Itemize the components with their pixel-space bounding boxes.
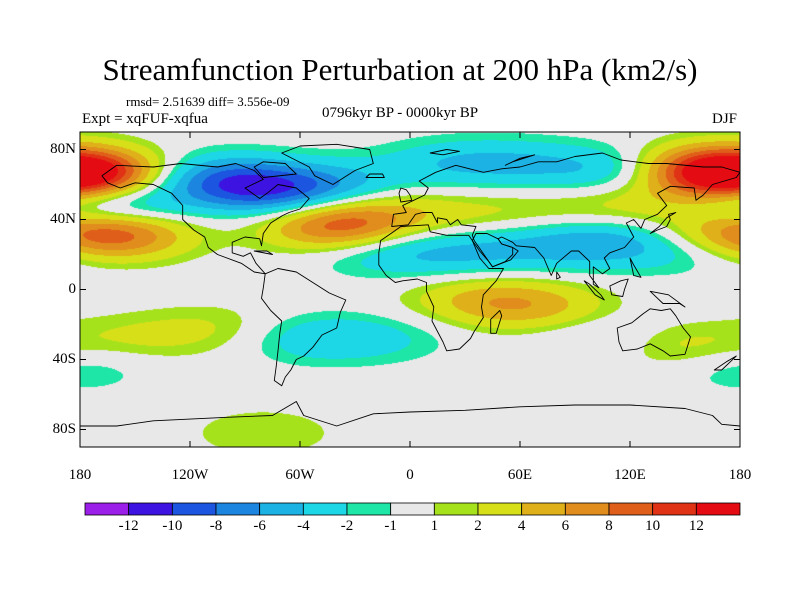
coastline-australia <box>616 308 691 357</box>
colorbar-label: 6 <box>561 518 570 534</box>
colorbar-label: -12 <box>118 518 139 534</box>
colorbar-swatch <box>259 502 304 516</box>
colorbar-swatch <box>215 502 261 516</box>
lat-tick-label: 80N <box>50 140 76 157</box>
coastline-japan <box>649 212 677 234</box>
lat-tick-label: 40N <box>50 210 76 227</box>
colorbar-swatch <box>695 502 741 516</box>
coastline-svalbard <box>429 149 460 156</box>
coastline-greenland <box>281 143 374 185</box>
coastline-iceland <box>365 173 385 178</box>
coastline-great-britain <box>398 187 413 203</box>
colorbar-swatch <box>608 502 654 516</box>
experiment-label: Expt = xqFUF-xqfua <box>82 111 208 127</box>
colorbar-swatch <box>652 502 697 516</box>
coastline-madagascar <box>490 310 503 334</box>
colorbar-label: -6 <box>253 518 266 534</box>
colorbar-swatch <box>433 502 479 516</box>
contour-raster <box>80 132 740 447</box>
plot-title: Streamfunction Perturbation at 200 hPa (… <box>102 52 698 87</box>
stats-text: rmsd= 2.51639 diff= 3.556e-09 <box>126 94 290 109</box>
contour-field <box>80 132 740 447</box>
colorbar-label: 4 <box>517 518 526 534</box>
colorbar-label: 1 <box>430 518 439 534</box>
colorbar-label: -8 <box>209 518 223 534</box>
colorbar-swatch <box>390 502 435 516</box>
colorbar-label: 8 <box>605 518 613 534</box>
coastline-borneo <box>609 278 629 297</box>
coastline-new-guinea <box>649 290 686 308</box>
coastline-philippines <box>629 257 642 278</box>
lat-tick-label: 80S <box>52 420 76 437</box>
lat-tick-label: 40S <box>52 350 76 367</box>
colorbar-label: 2 <box>474 518 482 534</box>
lat-tick-label: 0 <box>68 280 77 297</box>
colorbar-swatch <box>521 502 566 516</box>
colorbar-label: -4 <box>297 518 310 534</box>
lon-tick-label: 60E <box>507 467 533 483</box>
coastline-arabian-peninsula <box>471 233 514 268</box>
lon-tick-label: 0 <box>406 467 414 483</box>
colorbar-swatch <box>84 502 130 516</box>
colorbar-label: -1 <box>384 518 397 534</box>
lon-tick-label: 180 <box>728 467 752 483</box>
lon-tick-label: 60W <box>285 467 315 483</box>
coastline-new-zealand <box>713 355 737 371</box>
lon-tick-label: 120W <box>171 467 209 483</box>
colorbar-swatch <box>171 502 217 516</box>
coastline-baffin-island <box>253 161 297 178</box>
colorbar-label: 12 <box>688 518 704 534</box>
coastlines <box>79 143 741 448</box>
colorbar-label: -10 <box>162 518 183 534</box>
axis-ticks <box>79 132 741 447</box>
period-label: 0796kyr BP - 0000kyr BP <box>322 105 479 121</box>
coastline-north-america <box>101 163 310 275</box>
season-label: DJF <box>712 111 738 127</box>
lon-tick-label: 180 <box>68 467 92 483</box>
coastline-south-america <box>261 268 347 387</box>
colorbar-swatch <box>128 502 173 516</box>
colorbar-swatch <box>477 502 523 516</box>
colorbar-swatch <box>564 502 610 516</box>
lon-tick-label: 120E <box>614 467 646 483</box>
colorbar <box>84 502 741 516</box>
coastline-sri-lanka <box>556 271 561 280</box>
coastline-africa <box>378 224 504 352</box>
colorbar-swatch <box>302 502 348 516</box>
colorbar-swatch <box>346 502 392 516</box>
coastline-sumatra <box>583 280 605 301</box>
coastline-antarctica <box>79 401 741 448</box>
coastline-novaya-zemlya <box>504 154 536 166</box>
coastline-cuba <box>253 250 273 255</box>
colorbar-label: -2 <box>340 518 354 534</box>
colorbar-label: 10 <box>645 518 661 534</box>
